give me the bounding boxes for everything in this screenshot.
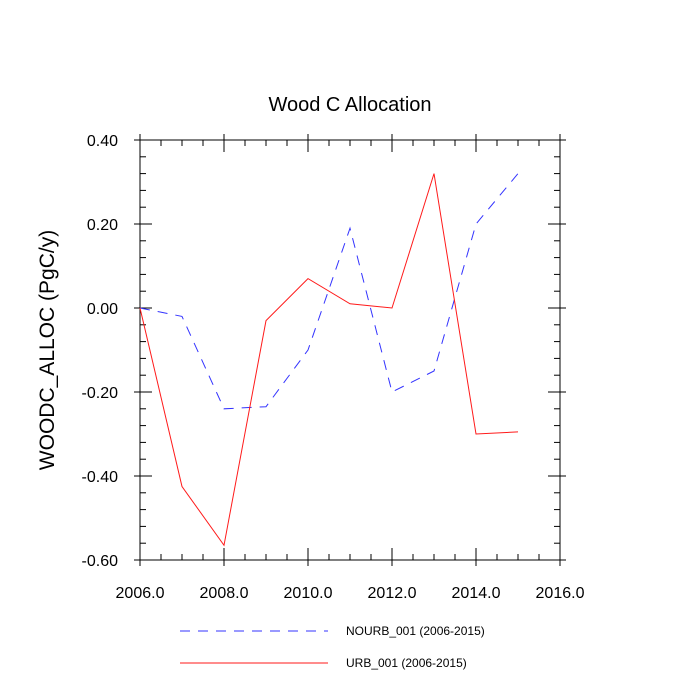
- plot-frame: [139, 139, 561, 561]
- x-tick-label: 2012.0: [368, 585, 417, 602]
- x-tick-label: 2016.0: [536, 585, 585, 602]
- x-tick-label: 2010.0: [284, 585, 333, 602]
- y-tick-label: -0.20: [82, 385, 119, 402]
- y-axis-label: WOODC_ALLOC (PgC/y): [36, 230, 59, 470]
- y-tick-label: 0.00: [87, 301, 118, 318]
- legend-label: URB_001 (2006-2015): [346, 656, 467, 670]
- y-tick-label: -0.60: [82, 553, 119, 570]
- axis-tick-labels: 2006.0 2008.0 2010.0 2012.0 2014.0 2016.0 -0.6…: [82, 133, 585, 602]
- chart-title: Wood C Allocation: [268, 94, 431, 116]
- y-tick-label: 0.40: [87, 133, 118, 150]
- legend-label: NOURB_001 (2006-2015): [346, 624, 485, 638]
- x-tick-label: 2014.0: [452, 585, 501, 602]
- series-line-nourb: [139, 173, 519, 410]
- x-tick-label: 2008.0: [200, 585, 249, 602]
- legend: NOURB_001 (2006-2015) URB_001 (2006-2015): [180, 624, 485, 670]
- y-tick-label: -0.40: [82, 469, 119, 486]
- x-tick-label: 2006.0: [116, 585, 165, 602]
- axis-ticks: [134, 134, 566, 566]
- series-line-urb: [139, 173, 519, 547]
- series-layer: [139, 173, 519, 547]
- y-tick-label: 0.20: [87, 217, 118, 234]
